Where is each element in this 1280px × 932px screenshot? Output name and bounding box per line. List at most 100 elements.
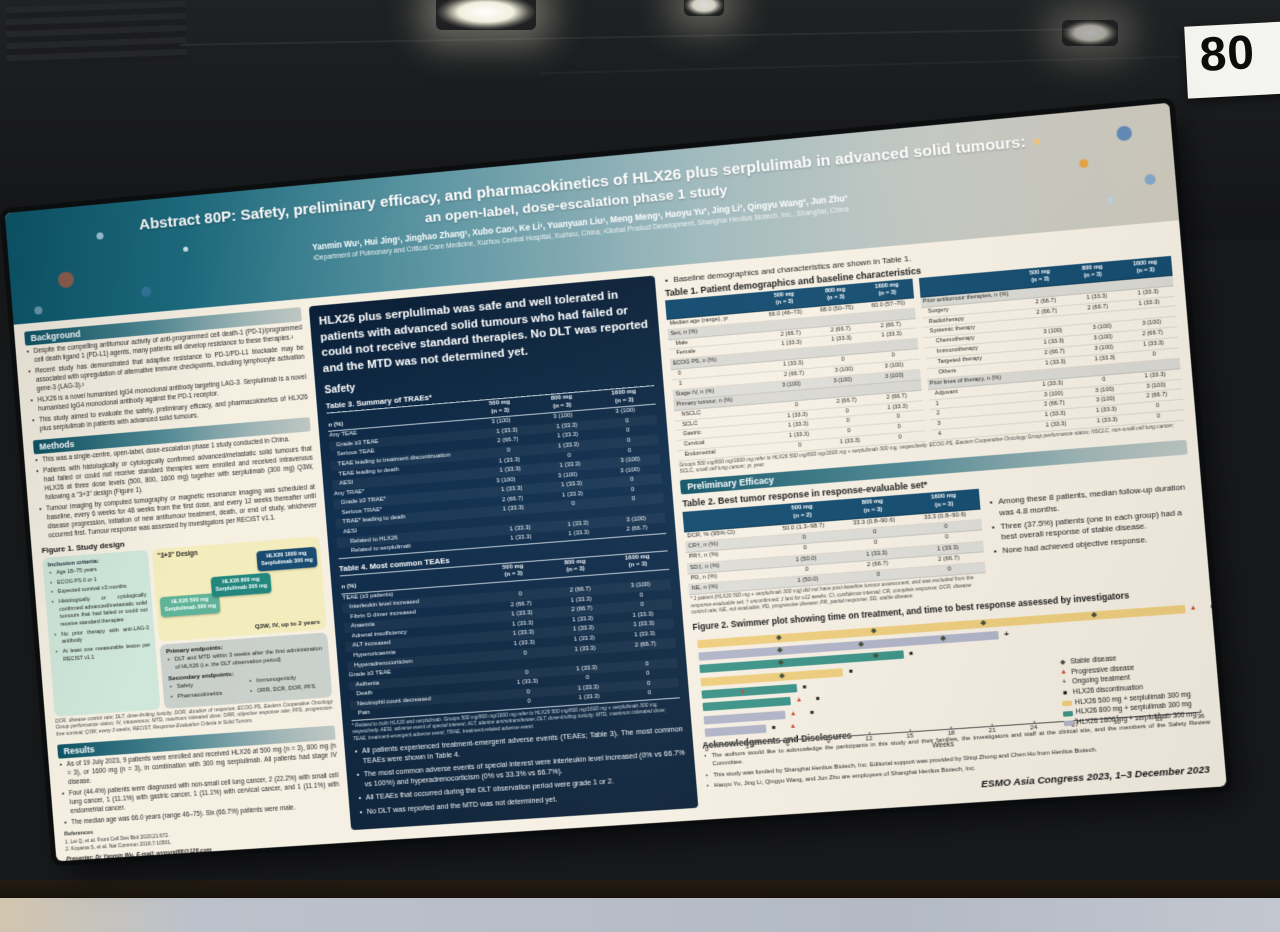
efficacy-bullet-list: Among these 8 patients, median follow-up… — [988, 482, 1195, 557]
table-cell — [1074, 367, 1127, 373]
decor-dot — [182, 246, 189, 252]
methods-bullets: This was a single-centre, open-label, do… — [34, 435, 318, 542]
mk-sd: ◆ — [1090, 610, 1098, 619]
design-box: "3+3" Design HLX26 500 mg Serplulimab 30… — [151, 536, 327, 642]
mk-sd: ◆ — [980, 618, 987, 627]
legend-color-swatch — [1062, 710, 1073, 717]
decor-dot — [1106, 196, 1114, 204]
table-cell — [1022, 319, 1073, 325]
right-column: Baseline demographics and characteristic… — [663, 230, 1216, 808]
mk-sd: ◆ — [940, 634, 947, 643]
schedule-label: Q3W, IV, up to 2 years — [254, 618, 321, 631]
poster-body: Background Despite the compelling antitu… — [14, 220, 1227, 861]
swimmer-bar — [702, 697, 792, 712]
ceiling-light — [684, 0, 724, 16]
swimmer-bar — [701, 683, 797, 699]
mk-sd: ◆ — [776, 646, 784, 655]
mk-pd: ▲ — [795, 696, 803, 704]
mk-sd: ◆ — [872, 652, 880, 661]
legend-marker-icon: + — [1062, 678, 1067, 687]
swimmer-bar — [705, 724, 767, 737]
decor-dot — [34, 306, 43, 315]
column-header — [919, 277, 1014, 289]
mk-pd: ▲ — [738, 687, 747, 696]
legend-color-swatch — [1063, 720, 1074, 727]
floor — [0, 898, 1280, 932]
ceiling-light — [1062, 20, 1118, 46]
mk-disc: ■ — [815, 696, 821, 703]
endpoints-box: Primary endpoints: DLT and MTD within 3 … — [159, 632, 333, 709]
decor-dot — [1144, 173, 1157, 186]
legend-color-swatch — [1061, 700, 1072, 707]
table1-right: 500 mg (n = 3) 800 mg (n = 3) 1600 mg (n = 3)… — [918, 255, 1185, 442]
mk-disc: ■ — [1210, 603, 1216, 611]
ceiling-light — [436, 0, 536, 30]
ceiling-beam — [180, 28, 1080, 46]
left-column: Background Despite the compelling antitu… — [24, 307, 343, 861]
inclusion-criteria-box: Inclusion criteria: Age 18–75 yearsECOG … — [42, 549, 161, 717]
mk-sd: ◆ — [870, 626, 877, 635]
table-cell — [1067, 284, 1120, 291]
ceiling-beam — [540, 55, 1180, 75]
table3: n (%) 500 mg (n = 3) 800 mg (n = 3) 1600 mg (n… — [326, 385, 667, 559]
table1-left: 500 mg (n = 3) 800 mg (n = 3) 1600 mg (n = 3)… — [665, 278, 926, 462]
mk-pd: ▲ — [1189, 603, 1198, 612]
bullet-item: Histologically or cytologically confirme… — [51, 592, 149, 630]
column-header — [666, 299, 759, 311]
dose-chip-800: HLX26 800 mg Serplulimab 300 mg — [210, 572, 272, 598]
table-cell — [869, 384, 921, 390]
table-cell — [761, 321, 812, 327]
table4: n (%) 500 mg (n = 3) 800 mg (n = 3) 1600 mg (n… — [339, 549, 681, 722]
mk-sd: ◆ — [778, 671, 786, 680]
table-cell — [763, 351, 814, 357]
table-cell — [1127, 362, 1180, 369]
legend-marker-icon: ▲ — [1059, 668, 1068, 677]
efficacy-bullets: Among these 8 patients, median follow-up… — [987, 473, 1198, 597]
table-cell — [1022, 371, 1075, 377]
mk-disc: ■ — [771, 724, 777, 732]
swimmer-legend: ◆ Stable disease ▲ Progressive disease + Ongo… — [1058, 649, 1197, 729]
dose-chip-500: HLX26 500 mg Serplulimab 300 mg — [159, 592, 221, 618]
wall-ledge — [0, 880, 1280, 902]
table-cell — [1120, 279, 1173, 286]
mk-disc: ■ — [802, 684, 807, 691]
mk-disc: ■ — [848, 668, 854, 675]
mk-sd: ◆ — [858, 640, 865, 649]
inclusion-items: Age 18–75 yearsECOG PS 0 or 1Expected su… — [48, 563, 151, 665]
table-cell — [767, 392, 818, 398]
references-title: References — [64, 829, 94, 838]
decor-dot — [57, 271, 75, 289]
table-cell — [866, 343, 918, 349]
board-number: 80 — [1198, 26, 1257, 82]
table-cell — [1073, 315, 1124, 321]
poster: Abstract 80P: Safety, preliminary effica… — [4, 102, 1227, 862]
mk-disc: ■ — [909, 650, 914, 658]
column-header — [684, 513, 768, 524]
table-cell — [814, 347, 866, 353]
mk-sd: ◆ — [777, 659, 785, 667]
legend-marker-icon: ■ — [1062, 689, 1068, 697]
mk-sd: ◆ — [775, 633, 782, 642]
dose-chip-1600: HLX26 1600 mg Serplulimab 300 mg — [256, 546, 318, 572]
table-cell — [812, 316, 864, 323]
mk-pd: ▲ — [789, 709, 797, 718]
middle-column: HLX26 plus serplulimab was safe and well… — [308, 275, 699, 831]
ceiling-vent — [5, 0, 187, 68]
table-cell — [818, 388, 870, 394]
decor-dot — [1079, 158, 1089, 169]
mk-disc: ■ — [810, 709, 815, 716]
board-number-sign: 80 — [1184, 21, 1280, 99]
decor-dot — [140, 286, 152, 298]
table-cell — [1015, 288, 1068, 295]
decor-dot — [96, 232, 104, 240]
secondary-col1: SafetyPharmacokinetics — [169, 677, 246, 704]
figure1-right: "3+3" Design HLX26 500 mg Serplulimab 30… — [151, 536, 333, 709]
legend-marker-icon: ◆ — [1059, 658, 1066, 667]
figure1: Inclusion criteria: Age 18–75 yearsECOG … — [42, 536, 333, 717]
mk-plus: + — [1003, 629, 1010, 639]
decor-dot — [1115, 125, 1133, 142]
table-cell — [863, 312, 915, 319]
swimmer-bar — [703, 710, 786, 724]
table-cell — [1124, 310, 1176, 316]
